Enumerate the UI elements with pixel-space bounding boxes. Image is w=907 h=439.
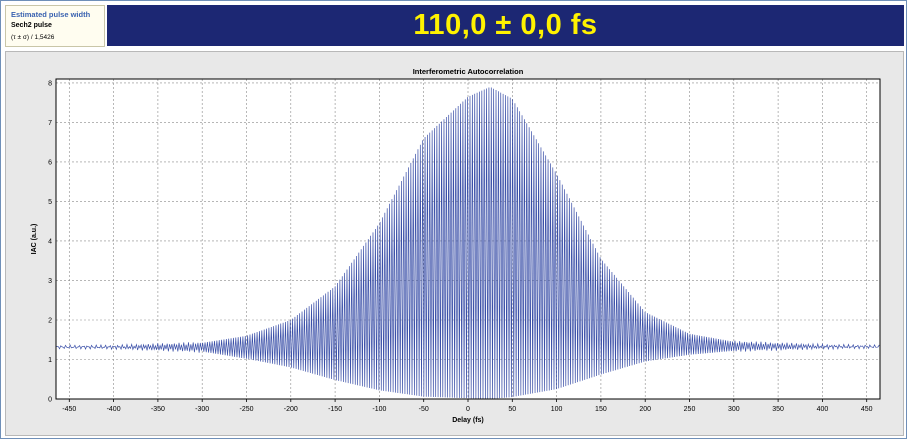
x-tick-label: 200 [639,406,651,413]
x-tick-label: -100 [372,406,386,413]
y-tick-label: 1 [48,357,52,364]
x-tick-label: -350 [151,406,165,413]
trace-layer [55,87,880,400]
y-axis-label: IAC (a.u.) [31,224,38,255]
iac-trace [55,87,880,400]
y-tick-label: 2 [48,317,52,324]
pulse-info-panel: Estimated pulse width Sech2 pulse (τ ± σ… [5,5,105,47]
tick-labels: -450 -400 -350 -300 -250 -200 -150 -100 -50 0 50 10… [48,80,873,413]
y-tick-label: 5 [48,199,52,206]
x-tick-label: 400 [817,406,829,413]
x-tick-label: 50 [508,406,516,413]
x-tick-label: 350 [772,406,784,413]
x-axis-label: Delay (fs) [452,417,484,424]
x-tick-label: -200 [284,406,298,413]
x-tick-label: -150 [328,406,342,413]
x-tick-label: -400 [107,406,121,413]
x-tick-label: -450 [62,406,76,413]
chart-panel: -450 -400 -350 -300 -250 -200 -150 -100 -50 0 50 10… [5,51,904,436]
autocorrelation-chart: -450 -400 -350 -300 -250 -200 -150 -100 -50 0 50 10… [31,67,881,424]
y-tick-label: 7 [48,120,52,127]
result-banner: 110,0 ± 0,0 fs [107,5,904,46]
x-tick-label: 150 [595,406,607,413]
x-tick-label: 0 [466,406,470,413]
x-tick-label: 300 [728,406,740,413]
x-tick-label: 450 [861,406,873,413]
y-tick-label: 3 [48,278,52,285]
pulse-info-title: Estimated pulse width [11,10,91,19]
chart-title: Interferometric Autocorrelation [413,67,524,76]
pulse-type-label: Sech2 pulse [11,22,52,29]
y-tick-label: 0 [48,397,52,404]
y-tick-label: 8 [48,80,52,87]
x-tick-label: 250 [684,406,696,413]
x-tick-label: 100 [551,406,563,413]
y-tick-label: 4 [48,238,52,245]
x-tick-label: -50 [419,406,429,413]
y-tick-label: 6 [48,159,52,166]
x-tick-label: -250 [239,406,253,413]
pulse-width-result: 110,0 ± 0,0 fs [413,9,598,41]
pulse-formula-label: (τ ± σ) / 1,5426 [11,34,55,41]
x-tick-label: -300 [195,406,209,413]
